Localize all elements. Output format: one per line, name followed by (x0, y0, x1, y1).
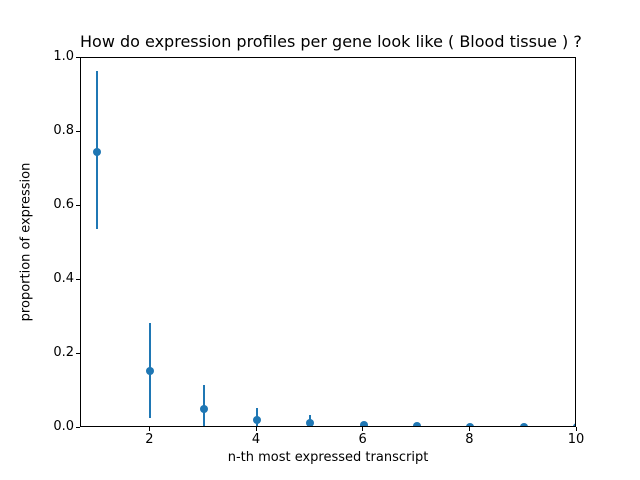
x-tick-mark (148, 427, 150, 431)
x-tick-label: 10 (567, 432, 585, 447)
data-point-marker (413, 421, 421, 426)
y-tick-mark (76, 426, 80, 428)
y-axis-label: proportion of expression (18, 162, 34, 322)
x-tick-mark (468, 427, 470, 431)
x-tick-label: 8 (465, 432, 474, 447)
y-tick-label: 0.4 (53, 271, 74, 286)
data-point-marker (93, 148, 101, 157)
y-tick-label: 0.0 (53, 419, 74, 434)
x-tick-label: 2 (145, 432, 154, 447)
data-point-marker (573, 423, 575, 426)
y-tick-label: 0.6 (53, 197, 74, 212)
y-tick-mark (76, 352, 80, 354)
error-bar (523, 426, 525, 427)
data-point-marker (306, 419, 315, 426)
y-tick-label: 0.8 (53, 123, 74, 138)
data-point-marker (253, 415, 261, 424)
data-point-marker (359, 421, 368, 426)
y-tick-label: 1.0 (53, 49, 74, 64)
data-point-marker (199, 404, 208, 413)
data-point-marker (146, 366, 155, 375)
y-tick-label: 0.2 (53, 345, 74, 360)
plot-area (80, 57, 576, 427)
y-tick-mark (76, 56, 80, 58)
x-tick-mark (575, 427, 577, 431)
x-tick-mark (362, 427, 364, 431)
y-tick-mark (76, 204, 80, 206)
y-tick-mark (76, 278, 80, 280)
x-tick-label: 4 (251, 432, 261, 447)
data-point-marker (519, 422, 528, 426)
x-tick-label: 6 (358, 432, 367, 447)
x-axis-label: n-th most expressed transcript (227, 450, 429, 465)
data-point-marker (466, 422, 475, 426)
y-tick-mark (76, 130, 80, 132)
chart-title: How do expression profiles per gene look… (80, 32, 582, 51)
x-tick-mark (255, 427, 257, 431)
